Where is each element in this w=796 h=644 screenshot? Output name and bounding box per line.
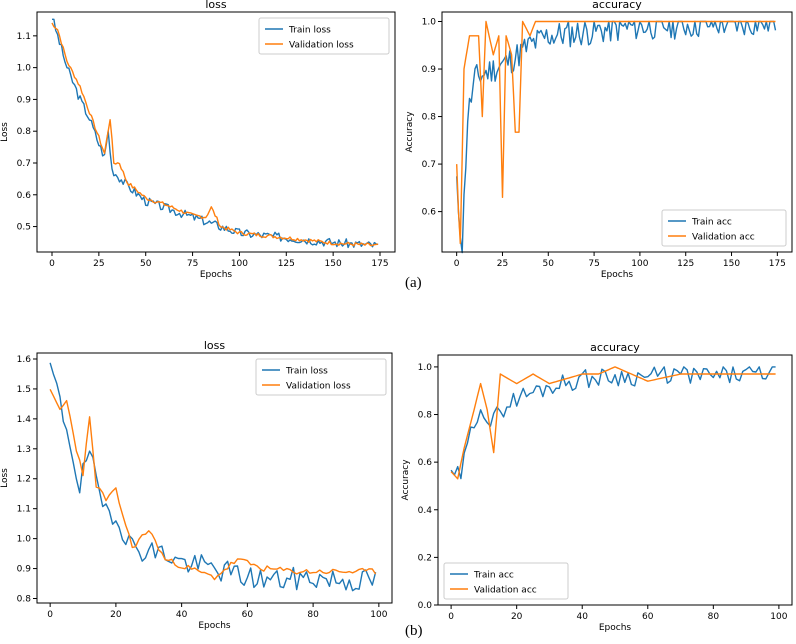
x-axis-label: Epochs [200, 270, 233, 280]
y-tick-label: 0.9 [422, 65, 437, 75]
legend-label: Train acc [473, 571, 514, 581]
series-line-val [451, 367, 775, 479]
x-tick-label: 80 [708, 612, 720, 622]
legend: Train acc Validation acc [662, 210, 786, 246]
legend: Train loss Validation loss [256, 359, 386, 395]
chart-a-acc: accuracy 0 25 50 75 100 125 150 175 0.6 0.7 0.8 0.9 1… [405, 0, 792, 280]
chart-title: accuracy [590, 341, 640, 354]
chart-title: loss [204, 339, 226, 352]
x-tick-label: 100 [770, 612, 787, 622]
y-tick-label: 1.5 [17, 385, 31, 395]
legend-label: Validation loss [286, 382, 351, 392]
y-tick-label: 0.6 [418, 458, 433, 468]
x-tick-label: 150 [723, 259, 740, 269]
x-tick-label: 25 [497, 259, 508, 269]
x-tick-label: 80 [307, 610, 319, 620]
legend-label: Validation acc [692, 233, 755, 243]
y-tick-label: 1.0 [17, 64, 32, 74]
y-tick-label: 0.8 [422, 113, 437, 123]
y-tick-label: 0.9 [17, 565, 32, 575]
chart-b-acc: accuracy 0 20 40 60 80 100 0.0 0.2 0.4 0.6 0.8 1.0 Ep… [401, 341, 792, 633]
x-axis-label: Epochs [198, 621, 231, 631]
x-tick-label: 20 [511, 612, 523, 622]
x-tick-label: 100 [231, 259, 248, 269]
y-tick-label: 1.6 [17, 355, 32, 365]
y-tick-label: 0.2 [418, 553, 432, 563]
chart-title: accuracy [592, 0, 642, 11]
legend: Train loss Validation loss [259, 18, 389, 54]
y-tick-label: 0.4 [418, 506, 433, 516]
figure: loss 0 25 50 75 100 125 150 175 0.5 0.6 0.7 0.8 0.9 1.… [0, 0, 796, 640]
y-tick-label: 1.1 [17, 505, 31, 515]
x-tick-label: 50 [140, 259, 152, 269]
x-tick-label: 125 [278, 259, 295, 269]
chart-b-loss: loss 0 20 40 60 80 100 0.8 0.9 1.0 1.1 1.2 1.3 1.4 1.5… [0, 339, 392, 631]
x-tick-label: 75 [588, 259, 599, 269]
y-tick-label: 1.3 [17, 445, 31, 455]
series-line-train [50, 363, 376, 591]
legend-label: Validation loss [289, 41, 354, 51]
series-line-val [52, 23, 378, 246]
y-tick-label: 0.6 [422, 208, 437, 218]
y-tick-label: 0.8 [418, 411, 433, 421]
x-tick-label: 175 [769, 259, 786, 269]
x-tick-label: 175 [371, 259, 388, 269]
y-tick-label: 1.4 [17, 415, 32, 425]
x-axis-label: Epochs [601, 270, 634, 280]
y-tick-label: 0.7 [17, 159, 31, 169]
y-tick-label: 1.0 [422, 18, 437, 28]
y-tick-label: 0.8 [17, 595, 32, 605]
y-tick-label: 0.5 [17, 223, 31, 233]
x-tick-label: 0 [49, 259, 55, 269]
y-tick-label: 0.9 [17, 95, 32, 105]
y-tick-label: 0.8 [17, 127, 32, 137]
x-tick-label: 0 [448, 612, 454, 622]
x-tick-label: 0 [47, 610, 53, 620]
y-axis-label: Accuracy [405, 111, 415, 153]
x-tick-label: 20 [110, 610, 122, 620]
y-tick-label: 1.1 [17, 32, 31, 42]
x-tick-label: 40 [576, 612, 588, 622]
x-tick-label: 50 [543, 259, 555, 269]
y-tick-label: 1.2 [17, 475, 31, 485]
chart-a-loss: loss 0 25 50 75 100 125 150 175 0.5 0.6 0.7 0.8 0.9 1.… [0, 0, 395, 280]
caption-b: (b) [405, 623, 423, 640]
x-tick-label: 60 [242, 610, 254, 620]
y-axis-label: Loss [0, 468, 10, 488]
y-tick-label: 0.7 [422, 160, 436, 170]
y-tick-label: 1.0 [418, 363, 433, 373]
y-axis-label: Accuracy [401, 459, 411, 501]
x-tick-label: 150 [325, 259, 342, 269]
x-axis-label: Epochs [599, 623, 632, 633]
x-tick-label: 25 [93, 259, 104, 269]
legend-label: Train loss [285, 367, 328, 377]
x-tick-label: 40 [176, 610, 188, 620]
chart-title: loss [205, 0, 227, 11]
x-tick-label: 100 [370, 610, 387, 620]
x-tick-label: 100 [631, 259, 648, 269]
series-line-val [50, 389, 376, 579]
x-tick-label: 125 [677, 259, 694, 269]
x-tick-label: 0 [454, 259, 460, 269]
caption-a: (a) [405, 275, 422, 292]
x-tick-label: 60 [642, 612, 654, 622]
legend-label: Train acc [691, 218, 732, 228]
legend: Train acc Validation acc [444, 563, 568, 599]
y-tick-label: 0.6 [17, 191, 32, 201]
y-tick-label: 1.0 [17, 535, 32, 545]
y-axis-label: Loss [0, 122, 10, 142]
legend-label: Train loss [288, 26, 331, 36]
y-tick-label: 0.0 [418, 601, 433, 611]
legend-label: Validation acc [474, 586, 537, 596]
x-tick-label: 75 [187, 259, 198, 269]
